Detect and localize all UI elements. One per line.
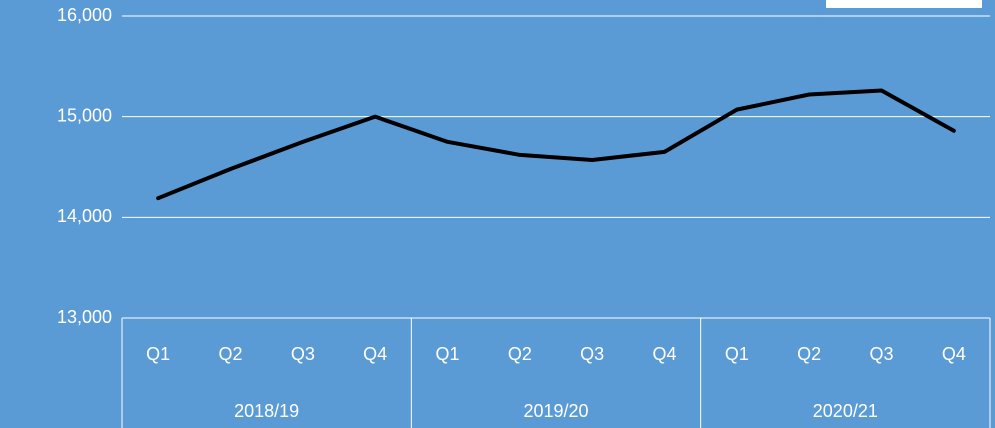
x-group-label: 2018/19	[234, 401, 299, 421]
x-tick-label: Q4	[942, 344, 966, 364]
x-tick-label: Q1	[146, 344, 170, 364]
x-tick-label: Q3	[291, 344, 315, 364]
line-series	[156, 88, 956, 201]
x-tick-label: Q1	[435, 344, 459, 364]
x-tick-label: Q3	[869, 344, 893, 364]
x-tick-label: Q4	[652, 344, 676, 364]
x-tick-label: Q2	[508, 344, 532, 364]
x-group-label: 2019/20	[523, 401, 588, 421]
x-tick-label: Q2	[797, 344, 821, 364]
x-tick-label: Q4	[363, 344, 387, 364]
y-tick-label: 16,000	[57, 5, 112, 25]
y-tick-label: 15,000	[57, 105, 112, 125]
y-tick-label: 14,000	[57, 206, 112, 226]
legend-box	[826, 0, 982, 8]
x-group-label: 2020/21	[813, 401, 878, 421]
y-tick-label: 13,000	[57, 307, 112, 327]
x-tick-label: Q2	[218, 344, 242, 364]
x-tick-label: Q3	[580, 344, 604, 364]
x-tick-label: Q1	[725, 344, 749, 364]
